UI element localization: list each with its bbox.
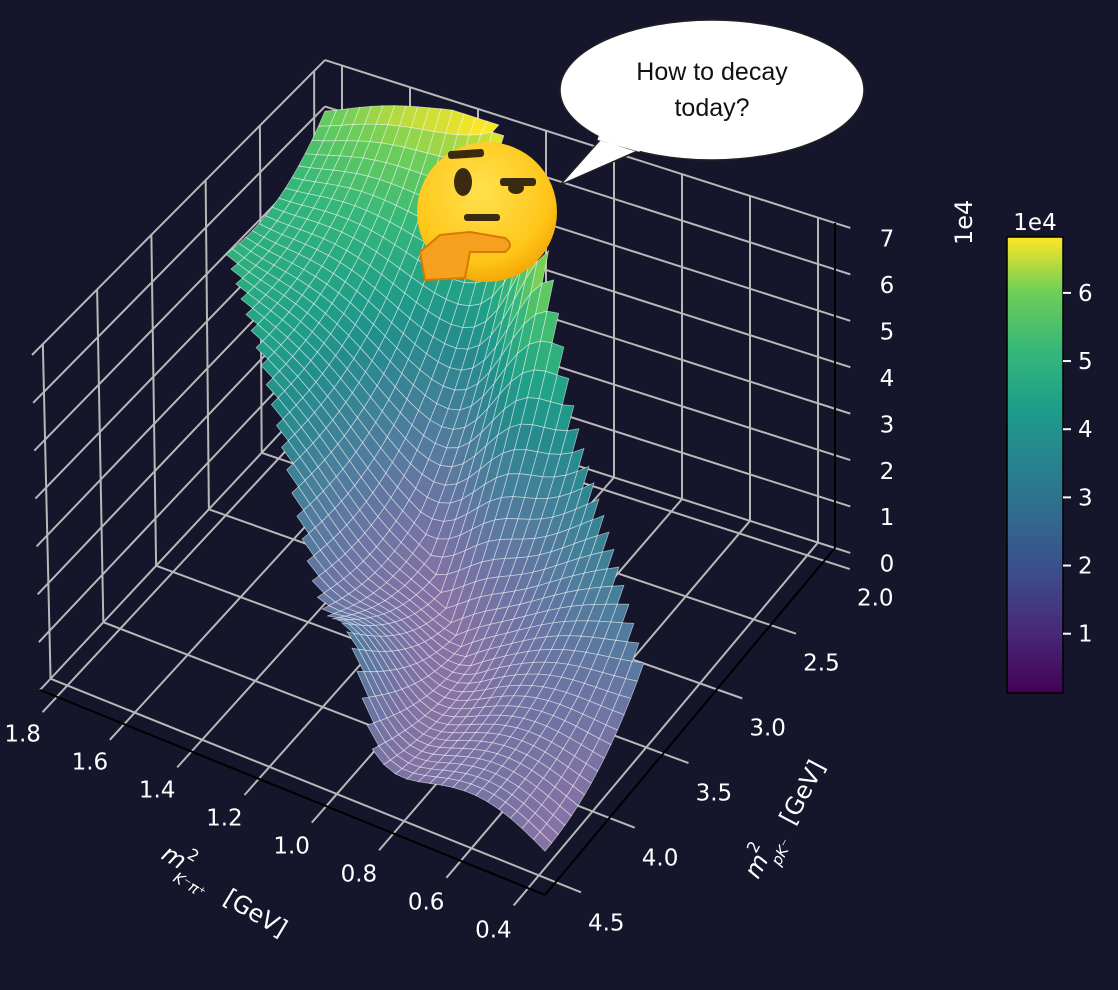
left-wall-gridline-y [204, 180, 210, 510]
x-tick-label: 1.0 [273, 834, 310, 860]
z-tick-mark [834, 547, 851, 554]
speech-bubble-line2: today? [674, 94, 749, 122]
colorbar-tick-label: 4 [1078, 417, 1093, 443]
axis-ticks: 1.8 1.6 1.4 1.2 1.0 0.8 0.6 0.4 2.0 2.5 3.0 3.5 4.0 4… [4, 227, 894, 944]
z-tick-mark [834, 222, 851, 229]
colorbar-tick-label: 3 [1078, 485, 1093, 511]
y-axis-label-unit: [GeV] [774, 755, 831, 829]
z-tick-label: 0 [880, 552, 895, 578]
colorbar-tick-label: 2 [1078, 554, 1093, 580]
y-tick-mark [555, 881, 582, 894]
z-tick-mark [834, 268, 851, 276]
z-tick-mark [834, 500, 851, 508]
y-tick-label: 4.5 [588, 910, 625, 936]
colorbar-tick-label: 6 [1078, 281, 1093, 307]
speech-bubble: How to decay today? [559, 19, 865, 186]
left-wall-gridline-y [96, 289, 105, 623]
z-tick-label: 1 [880, 505, 895, 531]
speech-bubble-line1: How to decay [636, 58, 788, 86]
x-tick-mark [512, 887, 529, 907]
y-tick-label: 3.0 [749, 715, 786, 741]
z-tick-label: 5 [880, 320, 895, 346]
z-offset-label: 1e4 [950, 200, 978, 245]
z-tick-mark [834, 407, 851, 415]
y-axis-label-sup: 2 [743, 838, 765, 856]
x-tick-mark [41, 696, 58, 713]
x-tick-label: 1.6 [72, 750, 109, 776]
x-tick-mark [109, 723, 125, 741]
left-wall-gridline-y [150, 234, 158, 566]
x-axis-label-unit: [GeV] [219, 883, 292, 942]
z-tick-mark [834, 454, 851, 461]
x-tick-label: 1.2 [206, 806, 243, 832]
x-axis-line [39, 689, 546, 896]
x-tick-label: 0.8 [341, 862, 378, 888]
z-tick-label: 2 [880, 459, 895, 485]
colorbar-ticks: 1 2 3 4 5 6 [1063, 281, 1093, 648]
colorbar-tick-label: 5 [1078, 349, 1093, 375]
z-tick-mark [834, 314, 851, 322]
y-tick-label: 2.0 [857, 585, 894, 611]
y-tick-label: 3.5 [696, 780, 733, 806]
colorbar [1006, 236, 1064, 694]
x-tick-mark [243, 778, 260, 796]
x-tick-mark [445, 860, 462, 879]
left-wall-gridline-z [32, 105, 326, 404]
back-wall-gridline-z [324, 59, 836, 225]
y-tick-mark [662, 752, 689, 764]
colorbar-tick-label: 1 [1078, 622, 1093, 648]
z-tick-label: 7 [880, 227, 895, 253]
y-tick-label: 4.0 [642, 845, 679, 871]
floor-gridline-y [50, 677, 557, 884]
x-tick-label: 0.4 [475, 918, 512, 944]
x-tick-mark [176, 750, 193, 769]
y-tick-mark [770, 624, 797, 635]
z-tick-label: 3 [880, 412, 895, 438]
left-wall-gridline-y [41, 344, 52, 679]
colorbar-offset-label: 1e4 [1013, 210, 1056, 236]
z-tick-label: 6 [880, 273, 895, 299]
left-wall-gridline-z [31, 59, 326, 356]
y-tick-mark [823, 559, 851, 571]
z-tick-label: 4 [880, 366, 895, 392]
floor-gridline-x [527, 541, 819, 889]
x-tick-mark [378, 832, 395, 851]
y-tick-mark [716, 688, 743, 700]
x-tick-mark [311, 805, 327, 824]
y-axis-line [544, 547, 836, 896]
x-tick-label: 0.6 [408, 890, 445, 916]
x-axis-label-sub: K⁻π⁺ [170, 868, 209, 901]
y-tick-label: 2.5 [803, 650, 840, 676]
left-wall-gridline-z [39, 384, 326, 691]
thinking-face-icon [417, 142, 557, 282]
x-tick-label: 1.8 [4, 722, 41, 748]
x-tick-label: 1.4 [139, 778, 176, 804]
surface-patch [532, 831, 553, 852]
z-tick-mark [834, 361, 851, 369]
surface-mesh [225, 105, 645, 852]
y-tick-mark [609, 816, 636, 829]
y-axis-label: m 2 pK⁻ [GeV] [739, 755, 831, 882]
